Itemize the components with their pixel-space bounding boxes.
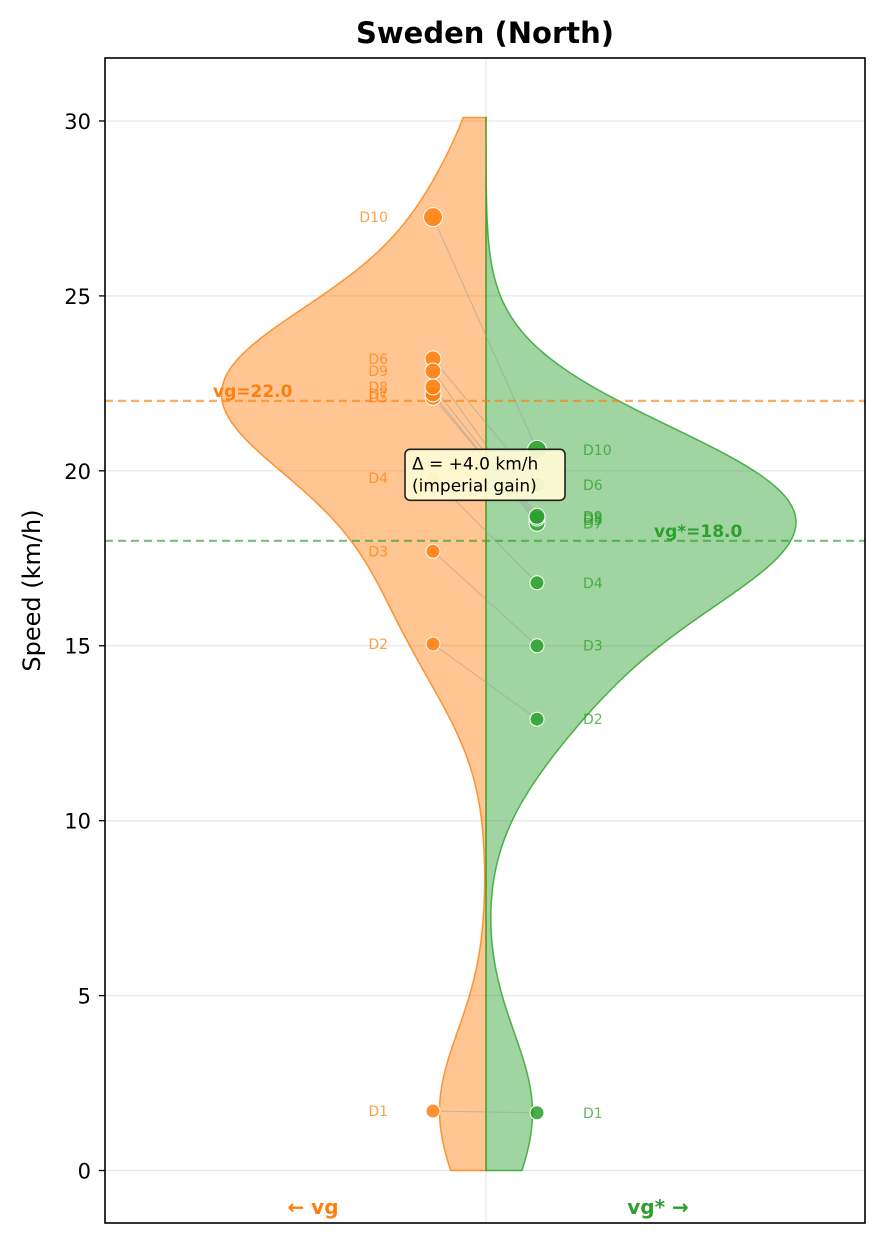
violin-bodies: [220, 116, 797, 1172]
vg-label-D3: D3: [368, 544, 388, 560]
vgstar-label-D7: D7: [583, 516, 603, 532]
vg-label-D7: D7: [368, 387, 388, 403]
vg-point-D1: [425, 1103, 441, 1119]
vg-label-D9: D9: [368, 364, 388, 380]
vg-label-D8: D8: [368, 380, 388, 396]
vgstar-label-D1: D1: [583, 1106, 603, 1122]
vgstar-point-D4: [529, 575, 545, 591]
axes: 0 5 10 15 20 25 30 Sweden (North) Speed (km/h) ← …: [18, 16, 866, 1224]
chart-title: Sweden (North): [356, 16, 614, 50]
vgstar-label-D6: D6: [583, 478, 603, 494]
ytick-label-20: 20: [64, 460, 91, 484]
point-labels: D1D2D3D4D5D6D7D8D9D10D1D2D3D4D5D6D7D8D9D…: [359, 210, 611, 1122]
side-label-vg: ← vg: [287, 1195, 338, 1219]
y-axis-label: Speed (km/h): [18, 509, 46, 671]
side-label-vgstar: vg* →: [627, 1195, 689, 1219]
vgstar-point-D1: [529, 1105, 545, 1121]
vgstar-label-D8: D8: [583, 511, 603, 527]
ytick-label-15: 15: [64, 635, 91, 659]
ytick-label-0: 0: [78, 1160, 91, 1184]
vgstar-point-D3: [529, 638, 545, 654]
reference-lines: vg=22.0 vg*=18.0: [105, 382, 865, 542]
violin-half-left: [220, 116, 487, 1172]
vgstar-label-D10: D10: [583, 443, 612, 459]
delta-annotation: Δ = +4.0 km/h(imperial gain): [404, 448, 566, 502]
vgstar-label-D9: D9: [583, 509, 603, 525]
vg-point-D8: [424, 378, 442, 396]
ytick-label-10: 10: [64, 810, 91, 834]
vg-point-D3: [425, 543, 441, 559]
ref-label-vg: vg=22.0: [213, 382, 293, 402]
vg-label-D4: D4: [368, 471, 388, 487]
connector-D1: [432, 1110, 538, 1114]
vg-label-D6: D6: [368, 352, 388, 368]
vg-label-D1: D1: [368, 1104, 388, 1120]
connector-D2: [432, 643, 538, 720]
vg-point-D2: [425, 636, 441, 652]
vgstar-label-D4: D4: [583, 576, 603, 592]
annotation-box: [404, 448, 566, 502]
plot-frame: [104, 57, 866, 1224]
vgstar-point-D9: [528, 507, 546, 525]
vgstar-label-D2: D2: [583, 712, 603, 728]
ytick-label-30: 30: [64, 110, 91, 134]
vgstar-label-D3: D3: [583, 639, 603, 655]
connector-D10: [432, 216, 538, 451]
vg-point-D9: [424, 362, 442, 380]
vgstar-label-D5: D5: [583, 513, 603, 529]
vgstar-point-D2: [529, 711, 545, 727]
annotation-line1: Δ = +4.0 km/h: [412, 454, 538, 474]
ytick-label-25: 25: [64, 285, 91, 309]
vg-label-D2: D2: [368, 637, 388, 653]
violin-half-right: [485, 116, 797, 1172]
vg-point-D10: [423, 207, 443, 228]
ytick-label-5: 5: [78, 985, 91, 1009]
connector-D3: [432, 550, 538, 647]
annotation-line2: (imperial gain): [412, 476, 537, 496]
ref-label-vgstar: vg*=18.0: [654, 522, 743, 542]
vg-label-D5: D5: [368, 390, 388, 406]
vg-label-D10: D10: [359, 210, 388, 226]
